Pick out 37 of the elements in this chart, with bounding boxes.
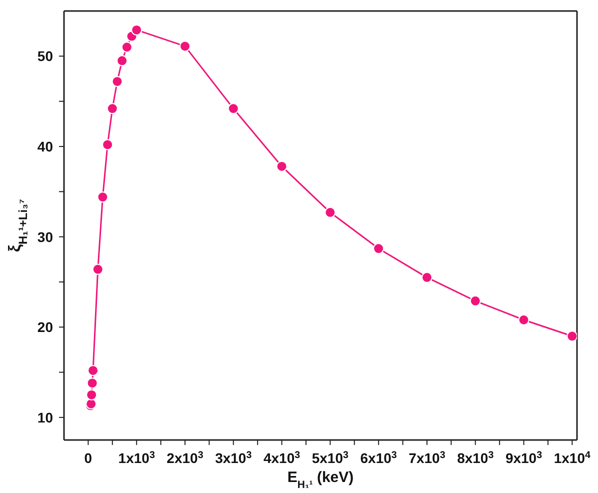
y-tick-label: 10 — [37, 409, 54, 426]
point — [179, 40, 190, 52]
x-axis-title: E$_{H₁¹}$ (keV) — [287, 469, 354, 491]
x-tick-label: 2x10$^{3}$ — [166, 450, 204, 466]
x-tick-label: 1x10$^{4}$ — [554, 450, 592, 466]
x-tick-label: 5x10$^{3}$ — [312, 450, 350, 466]
point — [88, 364, 99, 376]
y-tick-label: 50 — [37, 48, 54, 64]
y-tick-label: 40 — [37, 138, 54, 154]
point — [324, 206, 336, 218]
point — [97, 192, 108, 203]
point — [102, 139, 114, 150]
point — [86, 389, 98, 400]
x-tick-label: 0 — [84, 450, 92, 466]
point — [92, 264, 104, 275]
point — [518, 314, 530, 326]
y-tick-label: 30 — [37, 228, 54, 245]
point — [116, 55, 128, 66]
x-tick-label: 3x10$^{3}$ — [215, 450, 252, 466]
x-tick-label: 9x10$^{3}$ — [505, 450, 543, 466]
point — [566, 330, 577, 342]
point — [470, 295, 481, 306]
point — [86, 378, 98, 389]
point — [228, 103, 239, 114]
x-tick-label: 7x10$^{3}$ — [408, 450, 446, 466]
point — [121, 42, 132, 53]
point — [276, 160, 288, 172]
x-tick-label: 6x10$^{3}$ — [360, 450, 398, 466]
y-tick-label: 20 — [37, 319, 54, 336]
x-tick-label: 8x10$^{3}$ — [457, 450, 494, 466]
point — [131, 24, 142, 36]
point — [421, 272, 432, 283]
point — [106, 103, 118, 114]
x-tick-label: 4x10$^{3}$ — [263, 450, 301, 466]
point — [112, 76, 123, 87]
point — [373, 243, 384, 254]
x-tick-label: 1x10$^{3}$ — [118, 450, 156, 466]
